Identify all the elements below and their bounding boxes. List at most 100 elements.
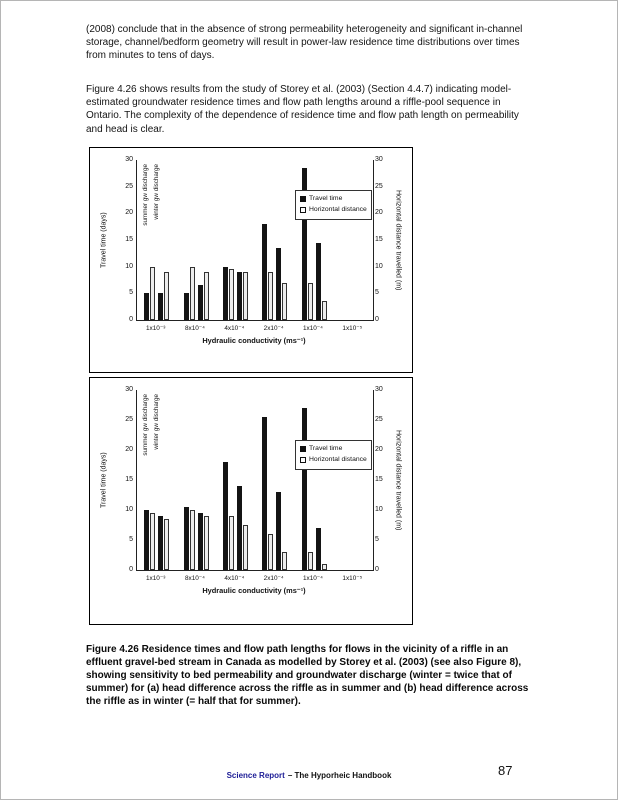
y-tick-label: 5 — [375, 536, 379, 543]
horizontal-distance-bar — [150, 266, 156, 320]
y-tick-label: 10 — [375, 506, 383, 513]
y-tick-label: 25 — [375, 182, 383, 190]
horizontal-distance-bar — [228, 516, 234, 570]
travel-time-bar — [236, 272, 242, 320]
filled-square-marker-icon — [300, 446, 306, 453]
horizontal-distance-bar — [282, 282, 288, 320]
x-tick-label: 2x10⁻⁴ — [263, 575, 284, 582]
y-tick-label: 25 — [125, 416, 133, 423]
x-tick-label: 2x10⁻⁴ — [263, 325, 284, 332]
x-axis-ticks: 1x10⁻³ 8x10⁻⁴ 4x10⁻⁴ 2x10⁻⁴ 1x10⁻⁴ 1x10⁻⁵ — [136, 324, 372, 334]
horizontal-distance-bar — [268, 534, 274, 570]
plot-area: Travel time Horizontal distance summer gw … — [136, 160, 374, 321]
travel-time-bar — [183, 293, 189, 320]
x-tick-label: 1x10⁻³ — [145, 325, 166, 332]
y-axis-ticks-right: 0 5 10 15 20 25 30 — [375, 156, 391, 323]
x-axis-label: Hydraulic conductivity (ms⁻¹) — [202, 336, 306, 345]
plot-area: Travel time Horizontal distance summer gw … — [136, 390, 374, 571]
horizontal-distance-bar — [164, 519, 170, 570]
y-tick-label: 10 — [375, 262, 383, 270]
horizontal-distance-bar — [203, 272, 209, 320]
y-tick-label: 25 — [125, 182, 133, 190]
y-tick-label: 30 — [375, 386, 383, 393]
y-tick-label: 30 — [375, 156, 383, 163]
horizontal-distance-bar — [228, 269, 234, 320]
annotation-summer-gw-discharge: summer gw discharge — [142, 394, 149, 456]
y-axis-label-left: Travel time (days) — [100, 212, 108, 268]
figure-caption: Figure 4.26 Residence times and flow pat… — [86, 644, 529, 707]
travel-time-bar — [197, 513, 203, 570]
y-tick-label: 0 — [129, 316, 133, 323]
y-axis-ticks-right: 0 5 10 15 20 25 30 — [375, 386, 391, 573]
annotation-winter-gw-discharge: winter gw discharge — [153, 394, 160, 450]
horizontal-distance-bar — [189, 266, 195, 320]
x-axis-ticks: 1x10⁻³ 8x10⁻⁴ 4x10⁻⁴ 2x10⁻⁴ 1x10⁻⁴ 1x10⁻⁵ — [136, 574, 372, 584]
travel-time-bar — [301, 168, 307, 320]
travel-time-bar — [301, 408, 307, 570]
x-axis-label: Hydraulic conductivity (ms⁻¹) — [202, 586, 306, 595]
y-tick-label: 20 — [375, 209, 383, 217]
legend-item: Horizontal distance — [300, 455, 367, 466]
travel-time-bar — [197, 285, 203, 320]
x-tick-label: 1x10⁻⁵ — [342, 325, 363, 332]
x-tick-label: 8x10⁻⁴ — [184, 325, 205, 332]
legend-label: Travel time — [309, 445, 343, 452]
legend-item: Travel time — [300, 444, 367, 455]
chart-panel-b: Travel time (days) 0 5 10 15 20 25 30 Travel t… — [89, 377, 413, 625]
y-tick-label: 20 — [125, 446, 133, 453]
footer-report-name: Science Report — [226, 771, 285, 780]
y-axis-ticks-left: 0 5 10 15 20 25 30 — [117, 156, 133, 323]
travel-time-bar — [158, 293, 164, 320]
travel-time-bar — [276, 248, 282, 320]
y-tick-label: 0 — [375, 316, 379, 323]
travel-time-bar — [222, 266, 228, 320]
chart-panel-a: Travel time (days) 0 5 10 15 20 25 30 Travel t… — [89, 147, 413, 373]
travel-time-bar — [222, 462, 228, 570]
paragraph-2: Figure 4.26 shows results from the study… — [86, 84, 519, 135]
horizontal-distance-bar — [268, 272, 274, 320]
y-tick-label: 10 — [125, 506, 133, 513]
horizontal-distance-bar — [164, 272, 170, 320]
travel-time-bar — [262, 224, 268, 320]
y-tick-label: 10 — [125, 262, 133, 270]
page-number: 87 — [498, 763, 513, 778]
horizontal-distance-bar — [242, 272, 248, 320]
x-tick-label: 4x10⁻⁴ — [224, 325, 245, 332]
y-tick-label: 15 — [125, 476, 133, 483]
horizontal-distance-bar — [242, 525, 248, 570]
open-square-marker-icon — [300, 457, 306, 464]
x-tick-label: 1x10⁻⁵ — [342, 575, 363, 582]
legend-label: Travel time — [309, 195, 343, 202]
y-tick-label: 5 — [129, 536, 133, 543]
legend-item: Travel time — [300, 194, 367, 205]
paragraph-1: (2008) conclude that in the absence of s… — [86, 24, 523, 62]
x-tick-label: 4x10⁻⁴ — [224, 575, 245, 582]
filled-square-marker-icon — [300, 196, 306, 203]
y-tick-label: 0 — [375, 566, 379, 573]
page-footer: Science Report – The Hyporheic Handbook — [1, 771, 617, 780]
annotation-winter-gw-discharge: winter gw discharge — [153, 164, 160, 220]
y-axis-label-left: Travel time (days) — [100, 452, 108, 508]
horizontal-distance-bar — [321, 301, 327, 320]
y-axis-label-right: Horizontal distance travelled (m) — [394, 189, 402, 291]
y-tick-label: 20 — [125, 209, 133, 217]
horizontal-distance-bar — [307, 282, 313, 320]
x-tick-label: 1x10⁻³ — [145, 575, 166, 582]
travel-time-bar — [315, 528, 321, 570]
horizontal-distance-bar — [203, 516, 209, 570]
y-tick-label: 0 — [129, 566, 133, 573]
y-axis-ticks-left: 0 5 10 15 20 25 30 — [117, 386, 133, 573]
x-tick-label: 8x10⁻⁴ — [184, 575, 205, 582]
y-tick-label: 20 — [375, 446, 383, 453]
y-tick-label: 30 — [125, 386, 133, 393]
y-tick-label: 30 — [125, 156, 133, 163]
legend-label: Horizontal distance — [309, 455, 367, 463]
travel-time-bar — [144, 293, 150, 320]
horizontal-distance-bar — [150, 513, 156, 570]
travel-time-bar — [276, 492, 282, 570]
travel-time-bar — [144, 510, 150, 570]
open-square-marker-icon — [300, 207, 306, 214]
annotation-summer-gw-discharge: summer gw discharge — [142, 164, 149, 226]
travel-time-bar — [236, 486, 242, 570]
